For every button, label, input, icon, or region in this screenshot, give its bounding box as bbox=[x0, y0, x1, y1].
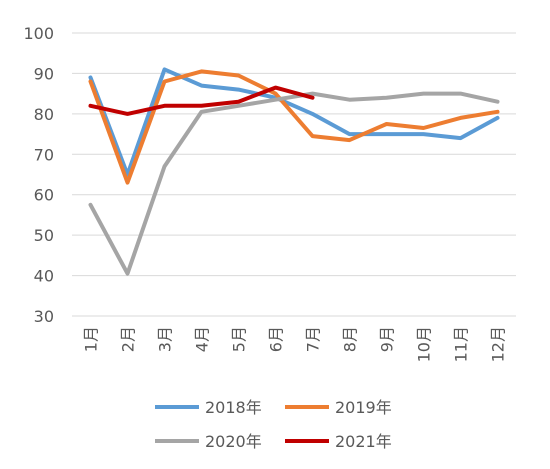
x-tick-label: 11月 bbox=[452, 326, 471, 362]
legend-label: 2021年 bbox=[335, 432, 392, 451]
x-tick-label: 4月 bbox=[193, 326, 212, 352]
x-tick-label: 8月 bbox=[341, 326, 360, 352]
series-lines bbox=[88, 67, 500, 276]
legend-label: 2020年 bbox=[205, 432, 262, 451]
x-axis-ticks: 1月 2月 3月 4月 5月 6月 7月 8月 9月 10月 11月 12月 bbox=[82, 326, 508, 362]
y-tick-label: 30 bbox=[34, 307, 54, 326]
y-tick-label: 100 bbox=[23, 24, 54, 43]
series-line-1 bbox=[88, 67, 500, 177]
x-tick-label: 3月 bbox=[156, 326, 175, 352]
y-axis-ticks: 30 40 50 60 70 80 90 100 bbox=[23, 24, 54, 326]
legend-label: 2018年 bbox=[205, 398, 262, 417]
legend-label: 2019年 bbox=[335, 398, 392, 417]
y-tick-label: 60 bbox=[34, 186, 54, 205]
y-tick-label: 50 bbox=[34, 226, 54, 245]
series-line-4 bbox=[88, 85, 315, 116]
gridlines bbox=[72, 32, 516, 317]
y-tick-label: 90 bbox=[34, 64, 54, 83]
x-tick-label: 9月 bbox=[378, 326, 397, 352]
series-line-3 bbox=[88, 91, 500, 276]
x-tick-label: 10月 bbox=[415, 326, 434, 362]
x-tick-label: 2月 bbox=[119, 326, 138, 352]
x-tick-label: 6月 bbox=[267, 326, 286, 352]
legend: 2018年 2019年 2020年 2021年 bbox=[155, 398, 392, 451]
y-tick-label: 80 bbox=[34, 105, 54, 124]
series-line-2 bbox=[88, 69, 500, 185]
x-tick-label: 12月 bbox=[489, 326, 508, 362]
x-tick-label: 1月 bbox=[82, 326, 101, 352]
y-tick-label: 40 bbox=[34, 267, 54, 286]
x-tick-label: 5月 bbox=[230, 326, 249, 352]
x-tick-label: 7月 bbox=[304, 326, 323, 352]
y-tick-label: 70 bbox=[34, 145, 54, 164]
